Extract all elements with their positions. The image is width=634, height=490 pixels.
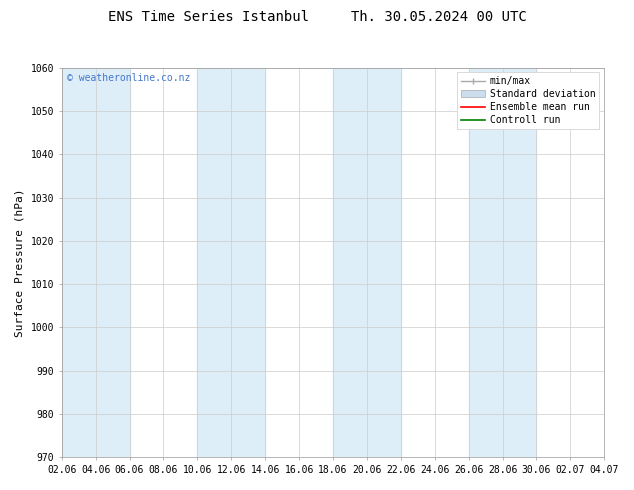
- Bar: [469, 68, 536, 457]
- Bar: [61, 68, 129, 457]
- Text: ENS Time Series Istanbul     Th. 30.05.2024 00 UTC: ENS Time Series Istanbul Th. 30.05.2024 …: [108, 10, 526, 24]
- Y-axis label: Surface Pressure (hPa): Surface Pressure (hPa): [15, 188, 25, 337]
- Bar: [333, 68, 401, 457]
- Legend: min/max, Standard deviation, Ensemble mean run, Controll run: min/max, Standard deviation, Ensemble me…: [456, 73, 600, 129]
- Bar: [197, 68, 265, 457]
- Text: © weatheronline.co.nz: © weatheronline.co.nz: [67, 74, 190, 83]
